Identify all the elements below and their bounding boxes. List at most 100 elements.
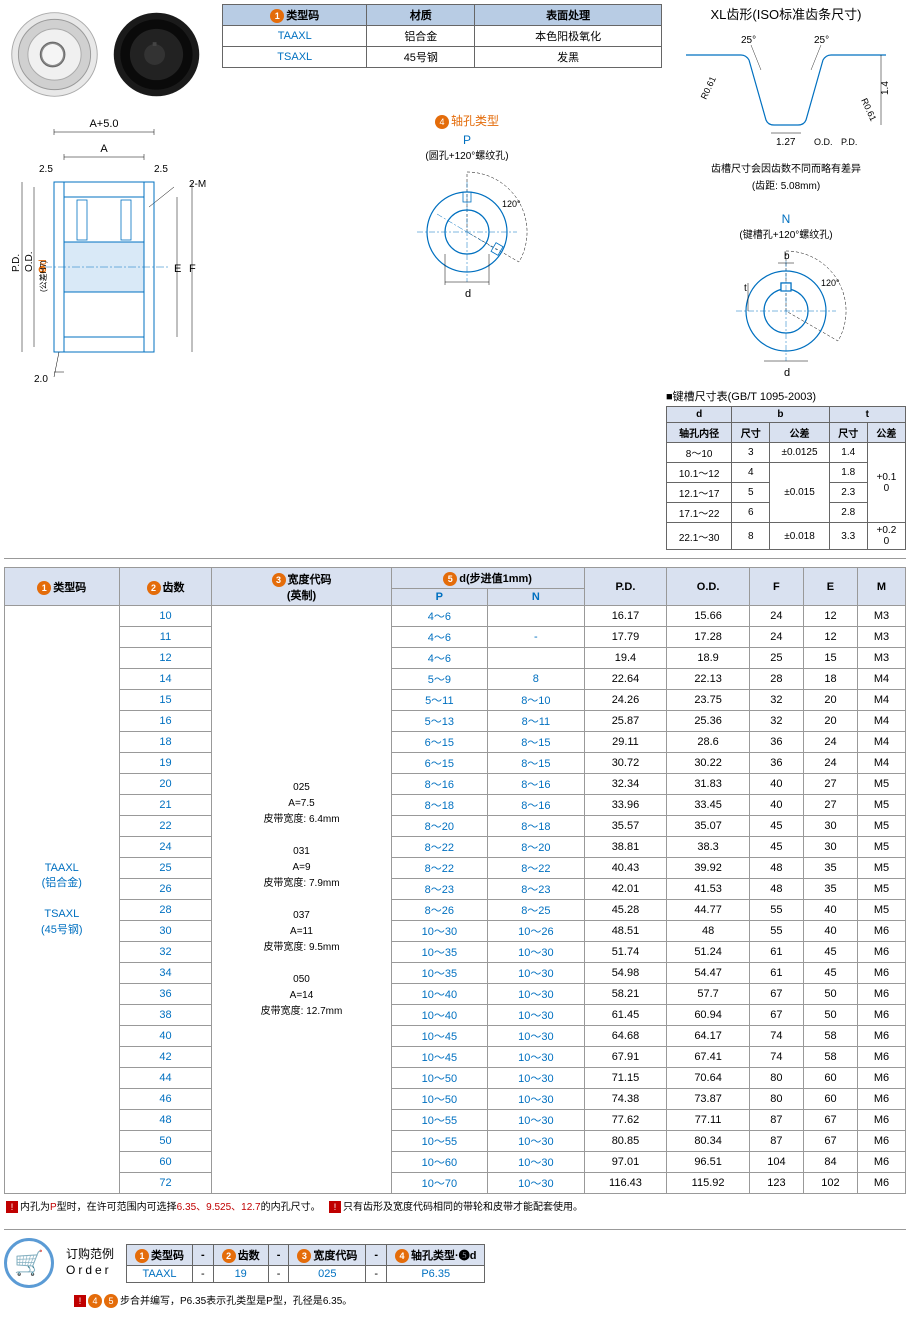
kw-cell: ±0.018: [770, 523, 829, 550]
mt-f: 28: [749, 669, 803, 690]
ot-h-5: -: [366, 1244, 387, 1265]
mt-h-f: F: [749, 568, 803, 606]
mt-p: 5～9: [391, 669, 488, 690]
keyway-title: ■键槽尺寸表(GB/T 1095-2003): [666, 388, 906, 404]
mt-teeth: 10: [119, 606, 212, 627]
mt-od: 51.24: [667, 942, 750, 963]
svg-text:O.D.: O.D.: [24, 251, 35, 272]
mt-p: 5～13: [391, 711, 488, 732]
mt-p: 10～30: [391, 921, 488, 942]
mt-e: 84: [803, 1152, 857, 1173]
mt-teeth: 30: [119, 921, 212, 942]
mt-teeth: 18: [119, 732, 212, 753]
mt-e: 27: [803, 795, 857, 816]
svg-text:A: A: [100, 143, 108, 155]
kw-cell: 4: [732, 463, 770, 483]
mt-f: 48: [749, 879, 803, 900]
svg-text:t: t: [744, 283, 747, 294]
mt-h-od: O.D.: [667, 568, 750, 606]
svg-text:P.D.: P.D.: [11, 254, 22, 272]
mt-teeth: 72: [119, 1173, 212, 1194]
mt-pd: 35.57: [584, 816, 667, 837]
mt-e: 45: [803, 963, 857, 984]
mt-h-p: P: [391, 589, 488, 606]
material-table: 1类型码 材质 表面处理 TAAXL 铝合金 本色阳极氧化 TSAXL 45号钢…: [222, 4, 662, 68]
mt-e: 20: [803, 690, 857, 711]
mt-p: 5～11: [391, 690, 488, 711]
mt-od: 48: [667, 921, 750, 942]
mt-od: 57.7: [667, 984, 750, 1005]
side-view-diagram: A+5.0 A 2.5 2.5 2-M: [4, 112, 264, 395]
mt-od: 31.83: [667, 774, 750, 795]
mt-p: 10～40: [391, 984, 488, 1005]
mt-f: 87: [749, 1110, 803, 1131]
mt-teeth: 48: [119, 1110, 212, 1131]
mt-teeth: 12: [119, 648, 212, 669]
mt-m: M6: [857, 1005, 905, 1026]
mt-f: 36: [749, 753, 803, 774]
mt-od: 70.64: [667, 1068, 750, 1089]
mt-teeth: 38: [119, 1005, 212, 1026]
mt-n: 8～18: [488, 816, 585, 837]
mt-p: 8～22: [391, 837, 488, 858]
mt-od: 33.45: [667, 795, 750, 816]
mt-n: 8～15: [488, 732, 585, 753]
mt-n: 10～30: [488, 1089, 585, 1110]
mt-f: 32: [749, 690, 803, 711]
mt-od: 44.77: [667, 900, 750, 921]
tooth-note-1: 齿槽尺寸会因齿数不同而略有差异: [666, 160, 906, 175]
mt-h-e: E: [803, 568, 857, 606]
svg-text:2.0: 2.0: [34, 374, 48, 385]
svg-text:d: d: [465, 288, 471, 300]
kw-cell: 1.4: [829, 443, 867, 463]
mt-m: M6: [857, 963, 905, 984]
mat-treatment-0: 本色阳极氧化: [475, 26, 662, 47]
mt-f: 80: [749, 1089, 803, 1110]
mt-teeth: 50: [119, 1131, 212, 1152]
mt-pd: 74.38: [584, 1089, 667, 1110]
mt-od: 39.92: [667, 858, 750, 879]
ot-h-2: 2齿数: [213, 1244, 268, 1265]
mt-n: 8～16: [488, 795, 585, 816]
mt-od: 73.87: [667, 1089, 750, 1110]
mt-pd: 19.4: [584, 648, 667, 669]
mt-pd: 71.15: [584, 1068, 667, 1089]
mt-p: 8～18: [391, 795, 488, 816]
mt-pd: 25.87: [584, 711, 667, 732]
mt-e: 12: [803, 627, 857, 648]
mat-code-0: TAAXL: [223, 26, 367, 47]
mt-teeth: 11: [119, 627, 212, 648]
mt-e: 15: [803, 648, 857, 669]
mt-f: 24: [749, 606, 803, 627]
mat-header-material: 材质: [367, 5, 475, 26]
mt-od: 38.3: [667, 837, 750, 858]
mt-od: 67.41: [667, 1047, 750, 1068]
mt-m: M3: [857, 606, 905, 627]
mt-teeth: 28: [119, 900, 212, 921]
mt-p: 4～6: [391, 606, 488, 627]
mt-m: M4: [857, 732, 905, 753]
mt-p: 10～55: [391, 1131, 488, 1152]
bore-section-label: 4轴孔类型: [272, 112, 662, 129]
order-label: 订购范例 Order: [66, 1247, 114, 1278]
mt-od: 77.11: [667, 1110, 750, 1131]
ot-v-0: TAAXL: [127, 1265, 193, 1282]
mt-teeth: 15: [119, 690, 212, 711]
svg-text:d: d: [784, 367, 790, 379]
mt-n: [488, 648, 585, 669]
ot-h-6: 4轴孔类型·❺d: [387, 1244, 485, 1265]
bore-p-diagram: P (圆孔+120°螺纹孔) 120° d: [397, 133, 537, 305]
mt-e: 50: [803, 1005, 857, 1026]
mt-p: 10～35: [391, 963, 488, 984]
svg-text:O.D.: O.D.: [814, 137, 833, 147]
mt-pd: 42.01: [584, 879, 667, 900]
mt-pd: 24.26: [584, 690, 667, 711]
svg-text:(公差H7): (公差H7): [38, 260, 48, 292]
ot-v-3: -: [268, 1265, 289, 1282]
mt-f: 61: [749, 963, 803, 984]
mt-f: 40: [749, 774, 803, 795]
mt-m: M4: [857, 711, 905, 732]
mt-m: M6: [857, 1173, 905, 1194]
mt-pd: 17.79: [584, 627, 667, 648]
mt-m: M5: [857, 900, 905, 921]
